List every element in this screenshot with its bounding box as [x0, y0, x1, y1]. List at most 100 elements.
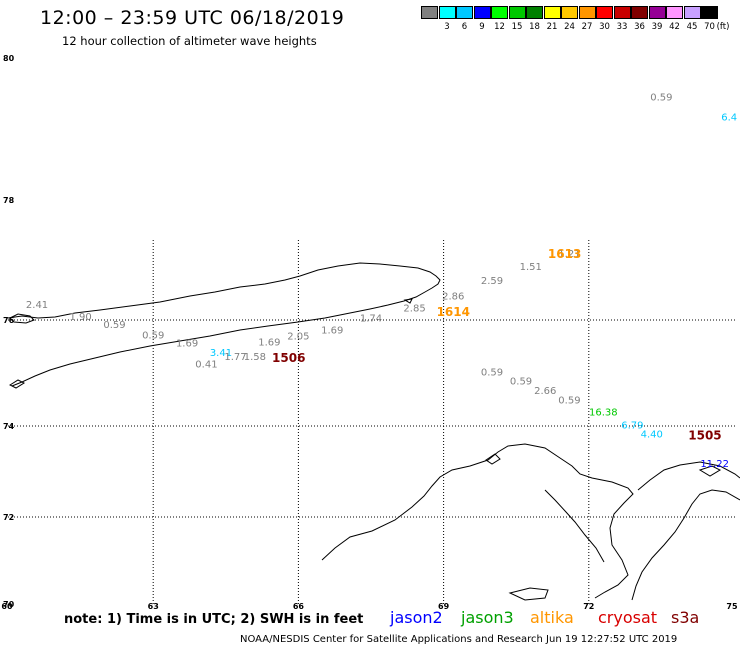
color-scale-label: 36 — [634, 22, 645, 32]
longitude-label: 66 — [293, 602, 305, 611]
color-swatch — [491, 6, 508, 19]
novaya-zemlya-coast — [7, 262, 441, 387]
color-scale-label: 15 — [511, 22, 523, 32]
swh-value-label: 2.66 — [534, 386, 556, 397]
swh-value-label: 3.41 — [210, 348, 232, 359]
color-swatch — [456, 6, 473, 19]
islet-6 — [698, 465, 722, 477]
color-scale-label: 45 — [686, 22, 698, 32]
swh-value-label: 1.69 — [176, 339, 198, 350]
swh-observations: 0.59 6.4 1.21 1.51 2.59 2.86 2.85 1.74 1.69 2.05 1… — [26, 93, 737, 470]
map-title: 12:00 – 23:59 UTC 06/18/2019 — [40, 7, 345, 29]
swh-value-label: 1.21 — [558, 249, 580, 260]
pass-time-label: 1506 — [272, 351, 305, 365]
color-swatch — [683, 6, 701, 19]
swh-value-label: 2.41 — [26, 300, 48, 311]
color-scale-label: 42 — [669, 22, 680, 32]
color-swatch — [631, 6, 648, 19]
longitude-label: 69 — [438, 602, 450, 611]
legend-item-altika: altika — [530, 608, 574, 627]
color-scale-label: 70 — [704, 22, 715, 32]
latitude-label: 80 — [3, 54, 15, 63]
swh-value-label: 0.59 — [103, 320, 125, 331]
graticule — [8, 240, 736, 604]
longitude-label: 72 — [583, 602, 594, 611]
swh-value-label: 0.59 — [510, 377, 532, 388]
gydan-peninsula-coast — [631, 461, 740, 601]
color-scale-label: 12 — [494, 22, 505, 32]
color-swatch — [613, 6, 631, 19]
color-swatch — [561, 6, 578, 19]
color-scale-label: 30 — [599, 22, 610, 32]
color-swatch — [701, 6, 718, 19]
swh-value-label: 1.51 — [520, 262, 542, 273]
footer-credit: NOAA/NESDIS Center for Satellite Applica… — [240, 634, 678, 645]
color-swatch — [421, 6, 438, 19]
swh-value-label: 0.59 — [558, 396, 580, 407]
swh-value-label: 1.69 — [258, 337, 280, 348]
color-scale-label: 33 — [616, 22, 628, 32]
color-swatch — [543, 6, 561, 19]
swh-value-label: 0.59 — [481, 368, 503, 379]
legend-item-cryosat: cryosat — [598, 608, 658, 627]
swh-value-label: 0.41 — [195, 360, 217, 371]
legend-item-jason2: jason2 — [390, 608, 443, 627]
swh-value-label: 2.85 — [403, 304, 425, 315]
legend-item-jason3: jason3 — [461, 608, 514, 627]
pass-time-labels: 1613 1614 1506 1505 — [272, 247, 722, 442]
swh-value-label: 4.40 — [641, 429, 663, 440]
islet-4 — [508, 587, 549, 601]
swh-value-label: 16.38 — [589, 407, 618, 418]
color-scale-label: 24 — [564, 22, 575, 32]
color-scale-label: 6 — [461, 22, 468, 32]
swh-value-label: 6.4 — [721, 112, 737, 123]
bay-shore — [544, 489, 605, 563]
color-swatch — [473, 6, 491, 19]
color-scale-label: 18 — [529, 22, 540, 32]
swh-value-label: 1.90 — [69, 312, 91, 323]
color-swatch — [666, 6, 683, 19]
islet-1 — [9, 313, 35, 324]
color-scale-label: 27 — [581, 22, 593, 32]
color-scale-label: 39 — [651, 22, 663, 32]
swh-value-label: 0.59 — [142, 331, 164, 342]
islet-5 — [485, 453, 501, 465]
mainland-coast — [321, 443, 634, 599]
pass-time-label: 1613 — [548, 247, 581, 261]
color-swatch — [596, 6, 613, 19]
islet-2 — [403, 298, 413, 304]
swh-value-label: 11.22 — [700, 459, 729, 470]
swh-value-label: 1.74 — [360, 314, 382, 325]
longitude-label: 60 — [1, 602, 13, 611]
coastline — [7, 262, 740, 601]
color-swatch — [508, 6, 526, 19]
islet-3 — [8, 379, 26, 389]
swh-value-label: 2.59 — [481, 276, 503, 287]
color-swatch — [578, 6, 596, 19]
swh-value-label: 1.77 — [224, 352, 246, 363]
legend-item-s3a: s3a — [671, 608, 700, 627]
swh-value-label: 6.79 — [621, 420, 643, 431]
swh-value-label: 2.05 — [287, 332, 309, 343]
latitude-label: 70 — [3, 600, 15, 609]
color-swatch — [438, 6, 456, 19]
color-scale-label: 21 — [546, 22, 558, 32]
swh-value-label: 1.69 — [321, 325, 343, 336]
map-subtitle: 12 hour collection of altimeter wave hei… — [62, 34, 317, 48]
latitude-label: 74 — [3, 422, 15, 431]
color-scale-label: 9 — [479, 22, 485, 32]
color-swatch — [648, 6, 666, 19]
latitude-label: 72 — [3, 513, 14, 522]
latitude-label: 76 — [3, 316, 15, 325]
swh-value-label: 2.86 — [442, 292, 464, 303]
longitude-label: 75 — [726, 602, 738, 611]
longitude-label: 63 — [148, 602, 159, 611]
color-scale-label: 3 — [444, 22, 450, 32]
pass-time-label: 1505 — [688, 429, 721, 443]
swh-value-label: 0.59 — [650, 93, 672, 104]
swh-value-label: 1.58 — [244, 352, 266, 363]
latitude-label: 78 — [3, 196, 15, 205]
